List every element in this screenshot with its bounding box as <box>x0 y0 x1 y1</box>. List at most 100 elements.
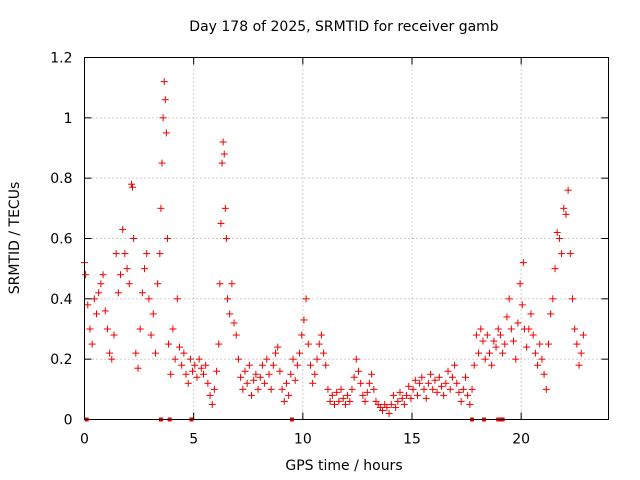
data-point <box>160 78 168 86</box>
data-point <box>287 370 295 378</box>
data-point <box>159 114 167 122</box>
data-point <box>383 403 391 411</box>
x-tick-label: 10 <box>294 432 312 448</box>
data-point <box>95 289 103 297</box>
data-point <box>311 370 319 378</box>
data-point <box>326 397 334 405</box>
data-point <box>344 391 352 399</box>
data-point <box>241 367 249 375</box>
data-point <box>261 379 269 387</box>
data-point <box>147 331 155 339</box>
data-point <box>413 391 421 399</box>
data-point <box>448 373 456 381</box>
data-point <box>505 295 513 303</box>
data-point <box>322 361 330 369</box>
data-point <box>461 373 469 381</box>
data-point <box>486 349 494 357</box>
data-point <box>527 310 535 318</box>
data-point <box>252 370 260 378</box>
data-point <box>216 280 224 288</box>
data-point <box>86 325 94 333</box>
data-point <box>156 250 164 258</box>
data-point <box>99 271 107 279</box>
data-point <box>427 370 435 378</box>
data-point <box>93 310 101 318</box>
data-point <box>446 385 454 393</box>
data-point <box>162 129 170 137</box>
data-point <box>189 367 197 375</box>
data-point <box>516 280 524 288</box>
data-point <box>337 385 345 393</box>
data-point <box>549 295 557 303</box>
data-point <box>215 340 223 348</box>
data-point <box>494 325 502 333</box>
data-point <box>121 250 129 258</box>
data-point <box>296 349 304 357</box>
data-point <box>575 361 583 369</box>
data-point <box>228 280 236 288</box>
data-point <box>472 331 480 339</box>
data-point <box>416 379 424 387</box>
data-point <box>518 301 526 309</box>
data-point <box>339 394 347 402</box>
data-point <box>222 235 230 242</box>
data-point <box>490 337 498 345</box>
data-point <box>210 385 218 393</box>
data-point <box>503 313 511 321</box>
data-point <box>239 385 247 393</box>
data-point <box>468 385 476 393</box>
x-tick-label: 5 <box>189 432 198 448</box>
data-point <box>127 180 135 188</box>
data-point <box>171 355 179 363</box>
data-point <box>558 250 566 258</box>
data-point <box>278 385 286 393</box>
data-point <box>206 391 214 399</box>
data-point <box>365 379 373 387</box>
data-point <box>293 361 301 369</box>
data-point <box>483 331 491 339</box>
data-point <box>208 400 216 408</box>
y-tick-label: 1.2 <box>50 51 72 67</box>
data-point <box>276 367 284 375</box>
data-point <box>571 325 579 333</box>
ticks-layer <box>84 57 609 420</box>
data-point <box>141 265 149 273</box>
data-point <box>577 349 585 357</box>
data-point <box>453 379 461 387</box>
data-point <box>285 391 293 399</box>
data-point <box>361 397 369 405</box>
data-point <box>538 355 546 363</box>
data-point <box>363 388 371 396</box>
data-point <box>151 349 159 357</box>
data-point <box>433 388 441 396</box>
data-point <box>123 265 131 273</box>
data-point <box>420 385 428 393</box>
data-point <box>400 400 408 408</box>
data-point <box>542 385 550 393</box>
data-point <box>555 235 563 242</box>
data-point <box>97 280 105 288</box>
data-point <box>256 373 264 381</box>
data-point <box>112 250 120 258</box>
data-point <box>507 325 515 333</box>
data-point <box>547 310 555 318</box>
data-point <box>514 319 522 327</box>
data-point <box>387 400 395 408</box>
data-point <box>350 373 358 381</box>
data-point <box>175 343 183 351</box>
data-point <box>409 385 417 393</box>
grid-layer <box>84 57 609 420</box>
data-point <box>154 280 162 288</box>
data-point <box>163 235 171 242</box>
data-point <box>422 394 430 402</box>
data-point <box>479 337 487 345</box>
data-point <box>534 361 542 369</box>
data-point <box>529 331 537 339</box>
data-point <box>108 355 116 363</box>
data-point <box>136 325 144 333</box>
data-point <box>265 370 273 378</box>
data-point <box>220 150 228 158</box>
data-point <box>330 400 338 408</box>
data-point <box>335 397 343 405</box>
